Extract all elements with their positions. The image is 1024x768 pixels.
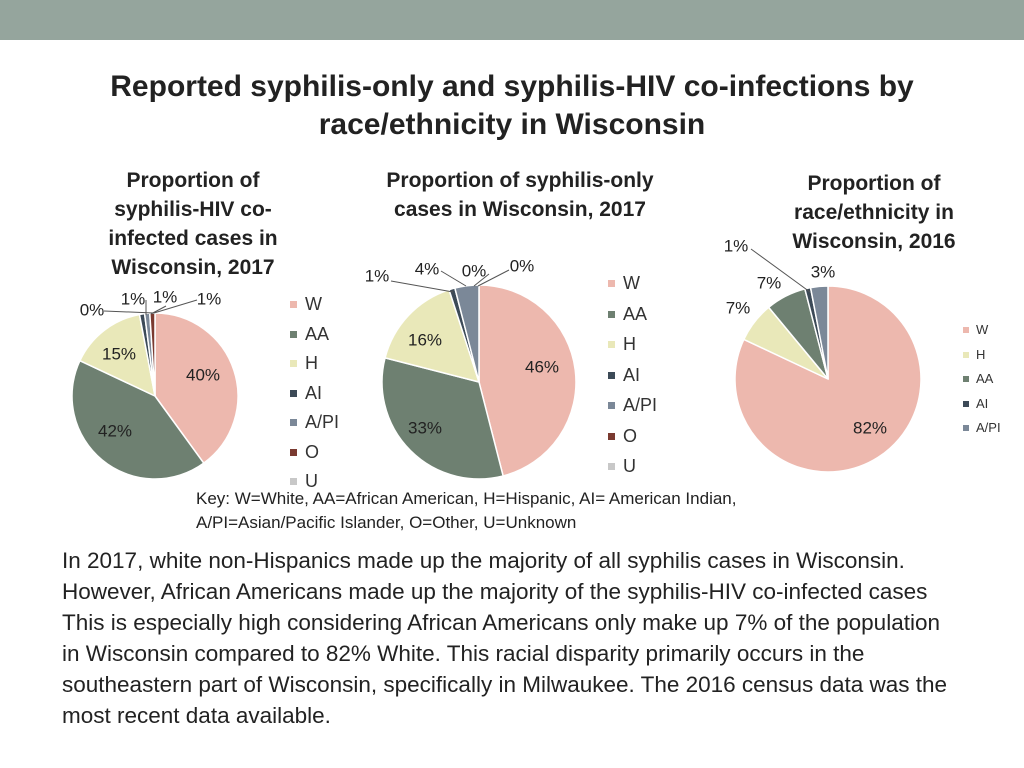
legend-swatch: [608, 432, 615, 440]
legend-label: W: [976, 322, 989, 337]
summary-paragraph: In 2017, white non-Hispanics made up the…: [62, 548, 948, 728]
chart-1-title: Proportion of syphilis-HIV co-infected c…: [108, 169, 278, 279]
pie-1-label-u: 0%: [80, 300, 105, 319]
pie-1-leader-line: [153, 299, 198, 314]
pie-3-label-ai: 1%: [724, 236, 749, 255]
top-bar: [0, 0, 1024, 40]
pie-2-slice-h: [384, 288, 481, 384]
pie-2-label-w: 46%: [525, 357, 559, 376]
pie-2-label-aa: 33%: [408, 418, 442, 437]
legend-swatch: [608, 310, 615, 318]
pie-3-label-w: 82%: [853, 418, 887, 437]
pie-1-label-api: 1%: [153, 287, 178, 306]
legend-label: H: [623, 334, 636, 354]
legend-swatch: [608, 371, 615, 379]
chart-3-title: Proportion of race/ethnicity in Wisconsi…: [792, 172, 956, 253]
legend-label: H: [976, 346, 986, 362]
pie-2-slice-w: [478, 284, 577, 477]
pie-2-leader-line: [477, 269, 510, 287]
legend-label: A/PI: [976, 420, 1001, 435]
legend-label: AI: [305, 382, 323, 403]
pie-1-label-h: 15%: [102, 344, 136, 363]
legend-swatch: [290, 478, 297, 485]
legend-label: A/PI: [305, 412, 340, 432]
legend-chart-1: W AA H AI A/PI O U: [290, 294, 350, 491]
legend-label: H: [305, 353, 318, 373]
legend-label: O: [623, 425, 638, 446]
legend-label: U: [623, 456, 636, 476]
legend-swatch: [290, 419, 297, 426]
pie-1-label-ai: 1%: [121, 289, 146, 308]
pie-1-slice-w: [154, 312, 239, 465]
legend-swatch: [290, 330, 297, 338]
pie-3-slice-api: [809, 285, 829, 380]
legend-swatch: [963, 425, 969, 431]
legend-label: W: [305, 294, 322, 314]
legend-label: W: [623, 273, 640, 293]
pie-2-label-h: 16%: [408, 330, 442, 349]
legend-swatch: [608, 463, 615, 470]
legend-swatch: [290, 301, 297, 308]
legend-label: AI: [976, 395, 989, 411]
legend-swatch: [963, 327, 969, 333]
legend-label: A/PI: [623, 395, 658, 415]
pie-2-leader-line: [390, 280, 454, 293]
legend-chart-3: W H AA AI A/PI: [963, 322, 1013, 437]
legend-label: AA: [305, 323, 330, 344]
legend-swatch: [963, 351, 969, 358]
pie-3-slice-w: [734, 285, 922, 473]
legend-swatch: [963, 400, 969, 407]
pie-1-slice-h: [78, 313, 157, 398]
pie-1-slice-aa: [71, 359, 205, 480]
pie-1-label-w: 40%: [186, 365, 220, 384]
abbreviation-key: Key: W=White, AA=African American, H=His…: [196, 487, 896, 535]
chart-2-title: Proportion of syphilis-only cases in Wis…: [386, 169, 654, 221]
legend-swatch: [963, 376, 969, 382]
legend-swatch: [608, 341, 615, 348]
pie-3-label-h: 7%: [726, 298, 751, 317]
pie-1-label-aa: 42%: [98, 421, 132, 440]
legend-label: AA: [623, 303, 648, 324]
page-title: Reported syphilis-only and syphilis-HIV …: [110, 70, 914, 141]
pie-2-slice-aa: [381, 356, 505, 480]
pie-2-label-ai: 1%: [365, 266, 390, 285]
pie-2-label-api: 4%: [415, 259, 440, 278]
legend-label: AI: [623, 364, 641, 385]
legend-swatch: [290, 389, 297, 397]
legend-label: AA: [976, 371, 994, 386]
pie-3-label-aa: 7%: [757, 273, 782, 292]
pie-1-leader-line: [103, 310, 155, 314]
pie-3-label-api: 3%: [811, 262, 836, 281]
legend-swatch: [608, 280, 615, 287]
pie-2-leader-line: [473, 273, 490, 287]
legend-swatch: [608, 402, 615, 409]
pie-2-label-o: 0%: [462, 261, 487, 280]
pie-2-label-u: 0%: [510, 256, 535, 275]
legend-swatch: [290, 360, 297, 367]
pie-3-leader-line: [750, 248, 811, 293]
pie-2-leader-line: [440, 270, 467, 287]
key-line-1: Key: W=White, AA=African American, H=His…: [196, 489, 737, 508]
pie-1-label-o: 1%: [197, 289, 222, 308]
legend-swatch: [290, 448, 297, 456]
legend-label: O: [305, 441, 320, 462]
legend-chart-2: W AA H AI A/PI O U: [608, 273, 678, 478]
key-line-2: A/PI=Asian/Pacific Islander, O=Other, U=…: [196, 513, 577, 532]
legend-label: U: [305, 471, 318, 491]
